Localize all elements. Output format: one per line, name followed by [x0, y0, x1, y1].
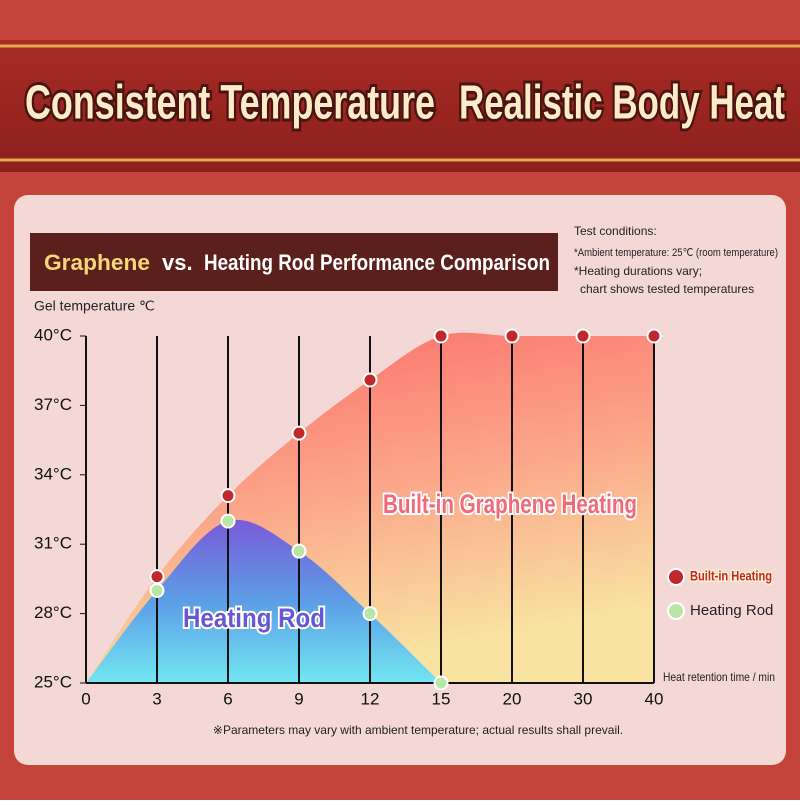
data-point: [220, 488, 236, 504]
note: *Heating durations vary;: [574, 264, 702, 278]
data-point: [575, 328, 591, 344]
data-point: [433, 675, 449, 691]
subtitle: vs.: [162, 250, 193, 275]
x-tick-label: 0: [81, 689, 90, 708]
data-point: [291, 425, 307, 441]
x-tick-label: 40: [645, 689, 664, 708]
data-point: [646, 328, 662, 344]
title: Realistic Body Heat: [459, 77, 785, 130]
data-point: [504, 328, 520, 344]
data-point: [149, 569, 165, 585]
legend-marker: [667, 602, 685, 620]
x-tick-label: 12: [361, 689, 380, 708]
y-tick-label: 34°C: [34, 464, 72, 483]
subtitle: Graphene: [44, 250, 150, 275]
y-tick-label: 40°C: [34, 325, 72, 344]
annotation: Built-in Graphene Heating: [383, 489, 637, 519]
data-point: [149, 582, 165, 598]
note: *Ambient temperature: 25℃ (room temperat…: [574, 247, 778, 259]
legend-label: Heating Rod: [690, 602, 773, 619]
legend-label: Built-in Heating: [690, 568, 772, 584]
annotation: Heating Rod: [183, 603, 325, 633]
area: [86, 519, 441, 683]
note: chart shows tested temperatures: [580, 282, 754, 296]
y-tick-label: 31°C: [34, 534, 72, 553]
note: Test conditions:: [574, 224, 657, 238]
data-point: [433, 328, 449, 344]
x-tick-label: 6: [223, 689, 232, 708]
data-point: [291, 543, 307, 559]
data-point: [362, 606, 378, 622]
data-point: [220, 513, 236, 529]
y-tick-label: 25°C: [34, 672, 72, 691]
x-axis-label: Heat retention time / min: [663, 670, 775, 684]
x-tick-label: 15: [432, 689, 451, 708]
data-point: [362, 372, 378, 388]
x-tick-label: 3: [152, 689, 161, 708]
plot: [85, 332, 655, 684]
x-tick-label: 30: [574, 689, 593, 708]
y-tick-label: 28°C: [34, 603, 72, 622]
x-tick-label: 20: [503, 689, 522, 708]
subtitle-band: [30, 233, 558, 291]
x-tick-label: 9: [294, 689, 303, 708]
footnote: ※Parameters may vary with ambient temper…: [213, 723, 623, 737]
legend-marker: [667, 568, 685, 586]
y-tick-label: 37°C: [34, 395, 72, 414]
y-axis-label: Gel temperature ℃: [34, 298, 155, 314]
title: Consistent Temperature: [25, 77, 435, 130]
header-band: [0, 40, 800, 172]
subtitle: Heating Rod Performance Comparison: [204, 250, 550, 275]
